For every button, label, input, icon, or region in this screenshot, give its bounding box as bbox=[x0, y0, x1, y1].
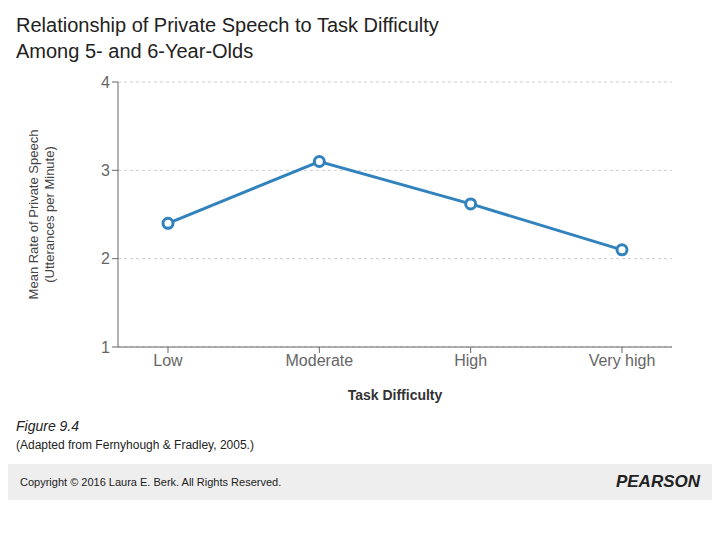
svg-text:Low: Low bbox=[153, 352, 183, 369]
html-text:Copyright © 2016 Laura E. Berk: Copyright © 2016 Laura E. Berk. All Righ… bbox=[20, 476, 282, 488]
html-text:Relationship of Private Speech: Relationship of Private Speech to Task D… bbox=[16, 14, 439, 36]
svg-text:High: High bbox=[454, 352, 487, 369]
svg-text:Task Difficulty: Task Difficulty bbox=[348, 387, 443, 403]
svg-text:Mean Rate of Private Speech(Ut: Mean Rate of Private Speech(Utterances p… bbox=[26, 130, 57, 300]
svg-text:2: 2 bbox=[101, 250, 110, 267]
svg-text:1: 1 bbox=[101, 339, 110, 356]
svg-text:3: 3 bbox=[101, 162, 110, 179]
html-text:(Adapted from Fernyhough & Fra: (Adapted from Fernyhough & Fradley, 2005… bbox=[16, 438, 254, 452]
html-text:Figure 9.4: Figure 9.4 bbox=[16, 418, 79, 434]
html-text:PEARSON: PEARSON bbox=[615, 472, 700, 491]
html-text:Among 5- and 6-Year-Olds: Among 5- and 6-Year-Olds bbox=[16, 40, 254, 62]
svg-text:Very high: Very high bbox=[589, 352, 656, 369]
svg-text:Moderate: Moderate bbox=[286, 352, 354, 369]
svg-text:4: 4 bbox=[101, 74, 110, 91]
